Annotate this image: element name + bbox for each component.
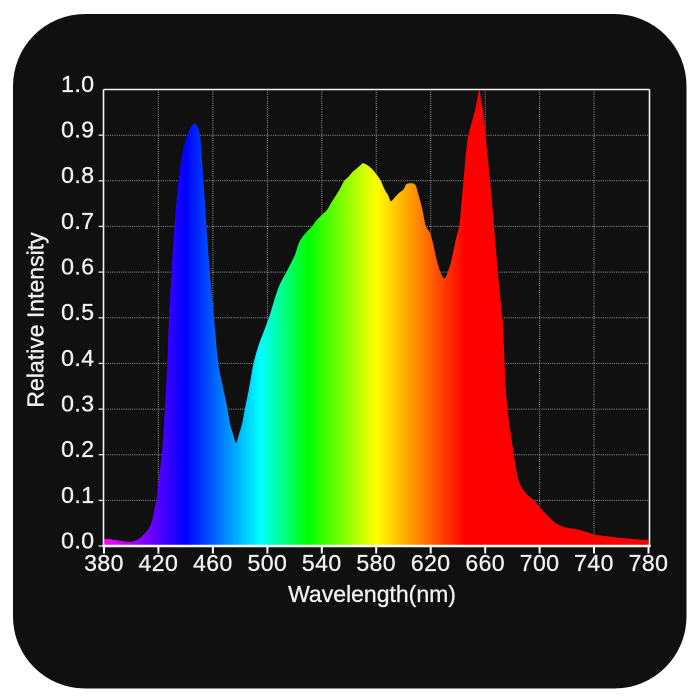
svg-text:0.5: 0.5: [61, 299, 94, 325]
svg-text:460: 460: [193, 550, 233, 576]
svg-text:700: 700: [520, 550, 560, 576]
svg-text:780: 780: [629, 550, 669, 576]
svg-text:0.0: 0.0: [61, 527, 94, 553]
svg-text:0.1: 0.1: [61, 482, 94, 508]
svg-text:1.0: 1.0: [61, 71, 94, 97]
svg-text:420: 420: [139, 550, 179, 576]
svg-text:0.2: 0.2: [61, 436, 94, 462]
svg-text:580: 580: [356, 550, 396, 576]
svg-text:Relative Intensity: Relative Intensity: [23, 232, 49, 408]
svg-text:0.9: 0.9: [61, 117, 94, 143]
svg-text:500: 500: [248, 550, 288, 576]
svg-text:620: 620: [411, 550, 451, 576]
svg-text:0.6: 0.6: [61, 254, 94, 280]
svg-text:0.3: 0.3: [61, 390, 94, 416]
svg-text:740: 740: [574, 550, 614, 576]
svg-text:380: 380: [84, 550, 124, 576]
svg-text:540: 540: [302, 550, 342, 576]
svg-text:0.7: 0.7: [61, 208, 94, 234]
svg-text:0.8: 0.8: [61, 162, 94, 188]
svg-text:0.4: 0.4: [61, 345, 94, 371]
svg-text:Wavelength(nm): Wavelength(nm): [288, 581, 456, 607]
svg-text:660: 660: [465, 550, 505, 576]
